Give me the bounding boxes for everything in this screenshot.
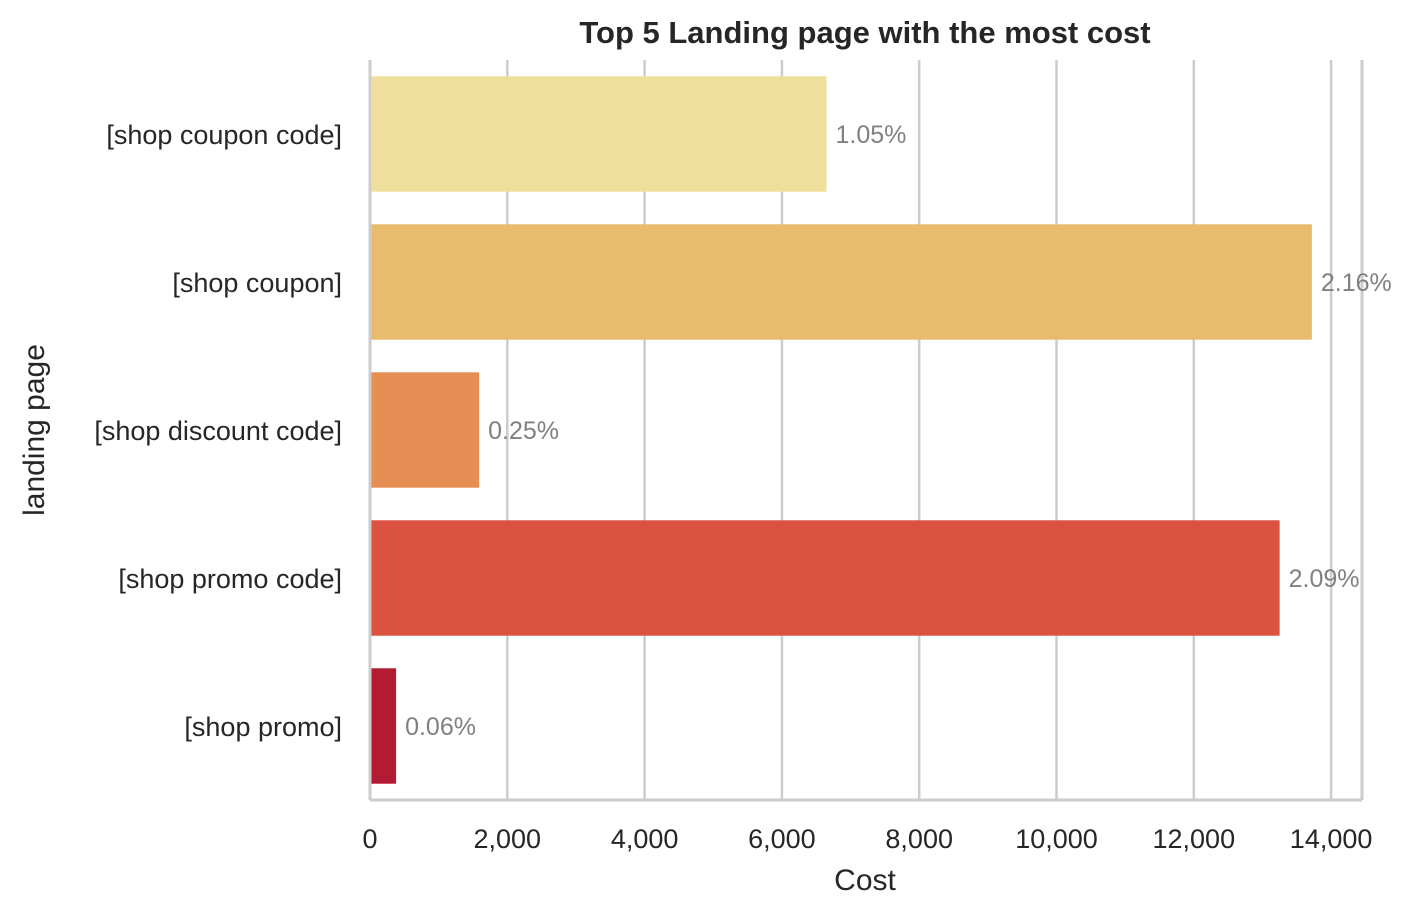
data-label: 1.05% [836,121,907,149]
x-tick-label: 12,000 [1153,824,1236,854]
y-axis-label: landing page [18,344,51,516]
bar [370,76,827,192]
x-tick-label: 0 [362,824,377,854]
data-labels: 1.05% 2.16% 0.25% 2.09% 0.06% [405,121,1392,741]
data-label: 2.16% [1321,269,1392,297]
x-tick-label: 4,000 [611,824,679,854]
chart-title: Top 5 Landing page with the most cost [579,15,1150,50]
data-label: 0.06% [405,713,476,741]
y-tick-labels: [shop coupon code] [shop coupon] [shop dis… [94,120,342,742]
bar [370,224,1312,340]
bar [370,668,397,784]
bar-layer [370,76,1312,784]
y-tick-label: [shop discount code] [94,416,342,446]
y-tick-label: [shop promo] [184,712,342,742]
x-tick-labels: 0 2,000 4,000 6,000 8,000 10,000 12,000 14,000 [362,824,1372,854]
x-tick-label: 8,000 [885,824,953,854]
bar [370,520,1280,636]
x-tick-label: 2,000 [474,824,542,854]
y-tick-label: [shop coupon] [172,268,342,298]
x-tick-label: 14,000 [1290,824,1373,854]
y-tick-label: [shop promo code] [118,564,342,594]
data-label: 0.25% [488,417,559,445]
spine-layer [368,60,1364,802]
x-tick-label: 10,000 [1015,824,1098,854]
x-tick-label: 6,000 [748,824,816,854]
y-tick-label: [shop coupon code] [106,120,342,150]
x-axis-label: Cost [834,864,896,897]
data-label: 2.09% [1289,565,1360,593]
bar [370,372,480,488]
